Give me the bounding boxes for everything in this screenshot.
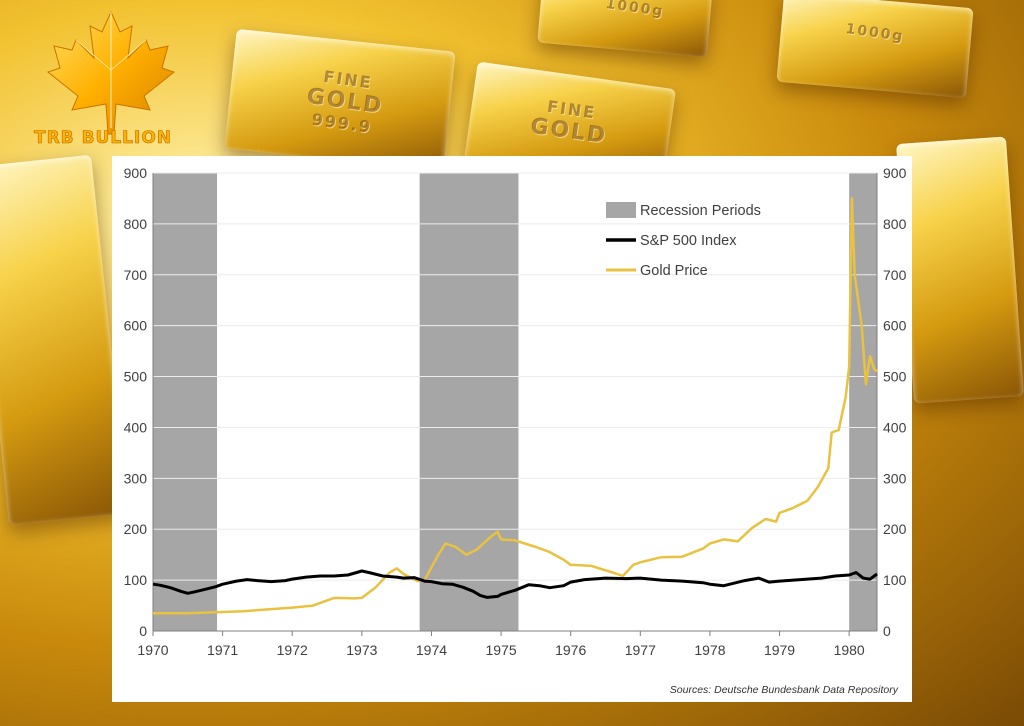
trb-bullion-logo [16, 10, 206, 160]
x-tick-label: 1973 [346, 642, 377, 658]
y-tick-label-left: 700 [124, 267, 148, 283]
x-tick-label: 1970 [137, 642, 168, 658]
y-tick-label-right: 800 [883, 216, 907, 232]
y-tick-label-right: 100 [883, 572, 907, 588]
y-tick-label-left: 300 [124, 470, 148, 486]
x-tick-label: 1974 [416, 642, 447, 658]
y-tick-label-right: 600 [883, 318, 907, 334]
y-tick-label-left: 600 [124, 318, 148, 334]
y-tick-label-right: 500 [883, 369, 907, 385]
x-tick-label: 1971 [207, 642, 238, 658]
y-tick-label-right: 200 [883, 521, 907, 537]
legend-label: Recession Periods [640, 203, 761, 219]
chart-panel: 0 0 100 100 200 200 300 300 400 400 500 500 600 600 70… [112, 156, 912, 702]
sp500-line [152, 569, 878, 599]
legend-label: S&P 500 Index [640, 233, 737, 249]
background-gold-bar [896, 136, 1024, 404]
y-tick-label-right: 900 [883, 165, 907, 181]
x-tick-label: 1976 [555, 642, 586, 658]
y-tick-label-left: 200 [124, 521, 148, 537]
background-gold-bar [776, 0, 974, 99]
y-tick-label-right: 400 [883, 419, 907, 435]
x-tick-label: 1978 [694, 642, 725, 658]
gold-price-line [153, 197, 878, 615]
x-tick-label: 1977 [625, 642, 656, 658]
x-tick-label: 1972 [277, 642, 308, 658]
y-tick-label-left: 100 [124, 572, 148, 588]
recession-band [153, 173, 218, 631]
y-tick-label-right: 300 [883, 470, 907, 486]
legend-label: Gold Price [640, 263, 708, 279]
x-tick-label: 1980 [834, 642, 865, 658]
y-tick-label-left: 500 [124, 369, 148, 385]
y-tick-label-left: 900 [124, 165, 148, 181]
maple-leaf-icon [46, 10, 176, 135]
y-tick-label-left: 800 [124, 216, 148, 232]
x-tick-label: 1975 [485, 642, 516, 658]
y-tick-label-left: 0 [139, 623, 147, 639]
background-gold-bar [0, 154, 129, 526]
gold-vs-sp500-chart: 0 0 100 100 200 200 300 300 400 400 500 500 600 600 70… [124, 165, 907, 658]
y-tick-label-right: 700 [883, 267, 907, 283]
source-note: Sources: Deutsche Bundesbank Data Reposi… [669, 684, 898, 696]
brand-name: TRB BULLION [34, 128, 172, 149]
x-tick-label: 1979 [764, 642, 795, 658]
legend-swatch-recession [606, 202, 636, 218]
y-tick-label-left: 400 [124, 419, 148, 435]
y-tick-label-right: 0 [883, 623, 891, 639]
